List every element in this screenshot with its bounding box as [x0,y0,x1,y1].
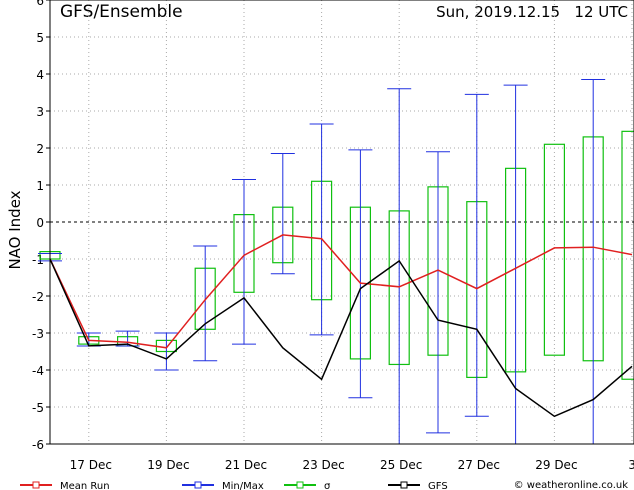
y-tick-label: 1 [36,179,44,193]
sigma-box [543,143,566,356]
legend-label: Min/Max [222,481,264,490]
x-tick-label: 21 Dec [225,458,267,472]
x-tick-label: 31 [628,458,634,472]
y-tick-label: 2 [36,142,44,156]
y-tick-label: 6 [36,0,44,8]
x-tick-label: 25 Dec [380,458,422,472]
y-tick-label: -1 [32,253,44,267]
legend-label: σ [324,481,331,490]
chart-title: GFS/Ensemble [60,2,183,22]
sigma-box [621,130,634,380]
y-tick-label: -6 [32,438,44,452]
y-axis-label: NAO Index [6,190,24,269]
y-tick-label: 3 [36,105,44,119]
minmax-series [38,79,606,445]
legend-marker [32,481,40,489]
x-tick-label: 19 Dec [147,458,189,472]
plot-frame [49,0,634,445]
line-series [49,234,633,418]
x-tick-label: 17 Dec [70,458,112,472]
gfs-line [49,258,633,418]
y-tick-label: -3 [32,327,44,341]
legend-marker [296,481,304,489]
legend: Mean Run Min/Max σ GFS [20,481,448,490]
x-tick-label: 29 Dec [535,458,577,472]
credit-text: © weatheronline.co.uk [514,480,629,490]
y-tick-label: -4 [32,364,44,378]
x-tick-label: 23 Dec [302,458,344,472]
y-tick-label: 5 [36,31,44,45]
y-tick-label: 0 [36,216,44,230]
mean-run-line [49,234,633,349]
grid-lines [50,0,634,444]
x-axis-ticks: 17 Dec 19 Dec 21 Dec 23 Dec 25 Dec 27 Dec 29 D… [70,458,634,472]
y-axis-ticks: -6 -5 -4 -3 -2 -1 0 1 2 3 4 5 6 [32,0,50,452]
y-tick-label: -5 [32,401,44,415]
y-tick-label: -2 [32,290,44,304]
y-tick-label: 4 [36,68,44,82]
legend-marker [194,481,202,489]
legend-label: GFS [428,481,448,490]
legend-marker [400,481,408,489]
legend-label: Mean Run [60,481,110,490]
x-tick-label: 27 Dec [458,458,500,472]
run-date-label: Sun, 2019.12.15 12 UTC [436,3,628,21]
